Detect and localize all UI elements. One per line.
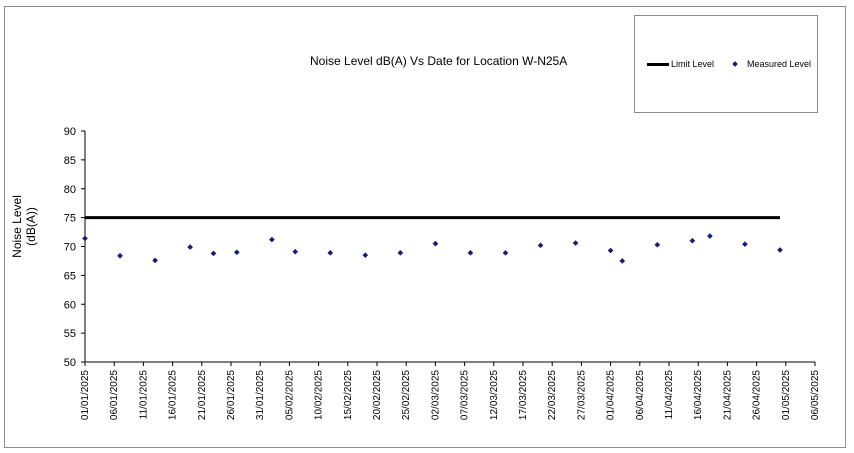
y-tick-label: 85 bbox=[64, 155, 76, 167]
legend-measured-label: Measured Level bbox=[747, 59, 812, 69]
x-tick-label: 20/02/2025 bbox=[372, 370, 383, 420]
measured-level-point bbox=[707, 233, 713, 239]
x-tick-label: 17/03/2025 bbox=[518, 370, 529, 420]
x-tick-label: 06/04/2025 bbox=[635, 370, 646, 420]
y-tick-label: 55 bbox=[64, 328, 76, 340]
measured-level-point bbox=[234, 249, 240, 256]
y-tick-label: 60 bbox=[64, 299, 76, 311]
x-tick-label: 05/02/2025 bbox=[284, 370, 295, 420]
legend-limit-label: Limit Level bbox=[671, 59, 715, 69]
x-tick-label: 26/01/2025 bbox=[226, 370, 237, 420]
x-tick-label: 06/01/2025 bbox=[109, 370, 120, 420]
y-axis-label: (dB(A)) bbox=[24, 207, 38, 246]
x-tick-label: 27/03/2025 bbox=[576, 370, 587, 420]
x-tick-label: 01/01/2025 bbox=[80, 370, 91, 420]
chart-title-text: Noise Level dB(A) Vs Date for Location W… bbox=[310, 54, 568, 68]
measured-level-point bbox=[689, 237, 696, 244]
x-tick-label: 01/04/2025 bbox=[606, 370, 617, 420]
measured-level-point bbox=[654, 241, 661, 248]
measured-level-point bbox=[537, 242, 544, 249]
y-tick-label: 75 bbox=[64, 213, 76, 225]
y-tick-label: 90 bbox=[64, 126, 76, 138]
measured-level-point bbox=[269, 236, 275, 243]
x-tick-label: 15/02/2025 bbox=[343, 370, 354, 420]
x-tick-label: 01/05/2025 bbox=[781, 370, 792, 420]
measured-level-point bbox=[432, 240, 439, 247]
y-axis-label: Noise Level bbox=[10, 195, 24, 258]
y-tick-label: 50 bbox=[64, 357, 76, 369]
measured-level-point bbox=[397, 250, 404, 256]
x-tick-label: 21/04/2025 bbox=[722, 370, 733, 420]
measured-level-point bbox=[327, 250, 334, 256]
x-tick-label: 12/03/2025 bbox=[489, 370, 500, 420]
legend: Limit Level Measured Level bbox=[634, 15, 818, 113]
x-tick-label: 07/03/2025 bbox=[460, 370, 471, 420]
x-tick-label: 06/05/2025 bbox=[810, 370, 821, 420]
measured-level-point bbox=[82, 235, 88, 242]
measured-level-point bbox=[777, 247, 783, 253]
x-tick-label: 25/02/2025 bbox=[401, 370, 412, 420]
measured-level-point bbox=[117, 252, 123, 259]
x-tick-label: 16/04/2025 bbox=[693, 370, 704, 420]
x-tick-label: 31/01/2025 bbox=[255, 370, 266, 420]
x-tick-label: 26/04/2025 bbox=[752, 370, 763, 420]
x-tick-label: 02/03/2025 bbox=[430, 370, 441, 420]
measured-level-point bbox=[572, 240, 579, 246]
measured-level-point bbox=[467, 250, 474, 256]
y-tick-label: 70 bbox=[64, 242, 76, 254]
x-tick-label: 11/01/2025 bbox=[138, 370, 149, 420]
legend-limit-swatch bbox=[647, 63, 669, 66]
y-tick-label: 80 bbox=[64, 184, 76, 196]
x-tick-label: 11/04/2025 bbox=[664, 370, 675, 420]
measured-level-point bbox=[362, 252, 369, 258]
measured-level-point bbox=[742, 241, 748, 248]
x-tick-label: 22/03/2025 bbox=[547, 370, 558, 420]
x-tick-label: 21/01/2025 bbox=[197, 370, 208, 420]
measured-level-point bbox=[502, 250, 509, 256]
measured-level-point bbox=[619, 258, 626, 264]
measured-level-point bbox=[152, 257, 158, 264]
chart-frame bbox=[4, 6, 846, 448]
x-tick-label: 16/01/2025 bbox=[168, 370, 179, 420]
measured-level-point bbox=[292, 248, 299, 255]
measured-level-point bbox=[607, 247, 614, 254]
x-tick-label: 10/02/2025 bbox=[314, 370, 325, 420]
measured-level-point bbox=[210, 250, 217, 257]
measured-level-point bbox=[187, 244, 193, 250]
y-tick-label: 65 bbox=[64, 270, 76, 282]
